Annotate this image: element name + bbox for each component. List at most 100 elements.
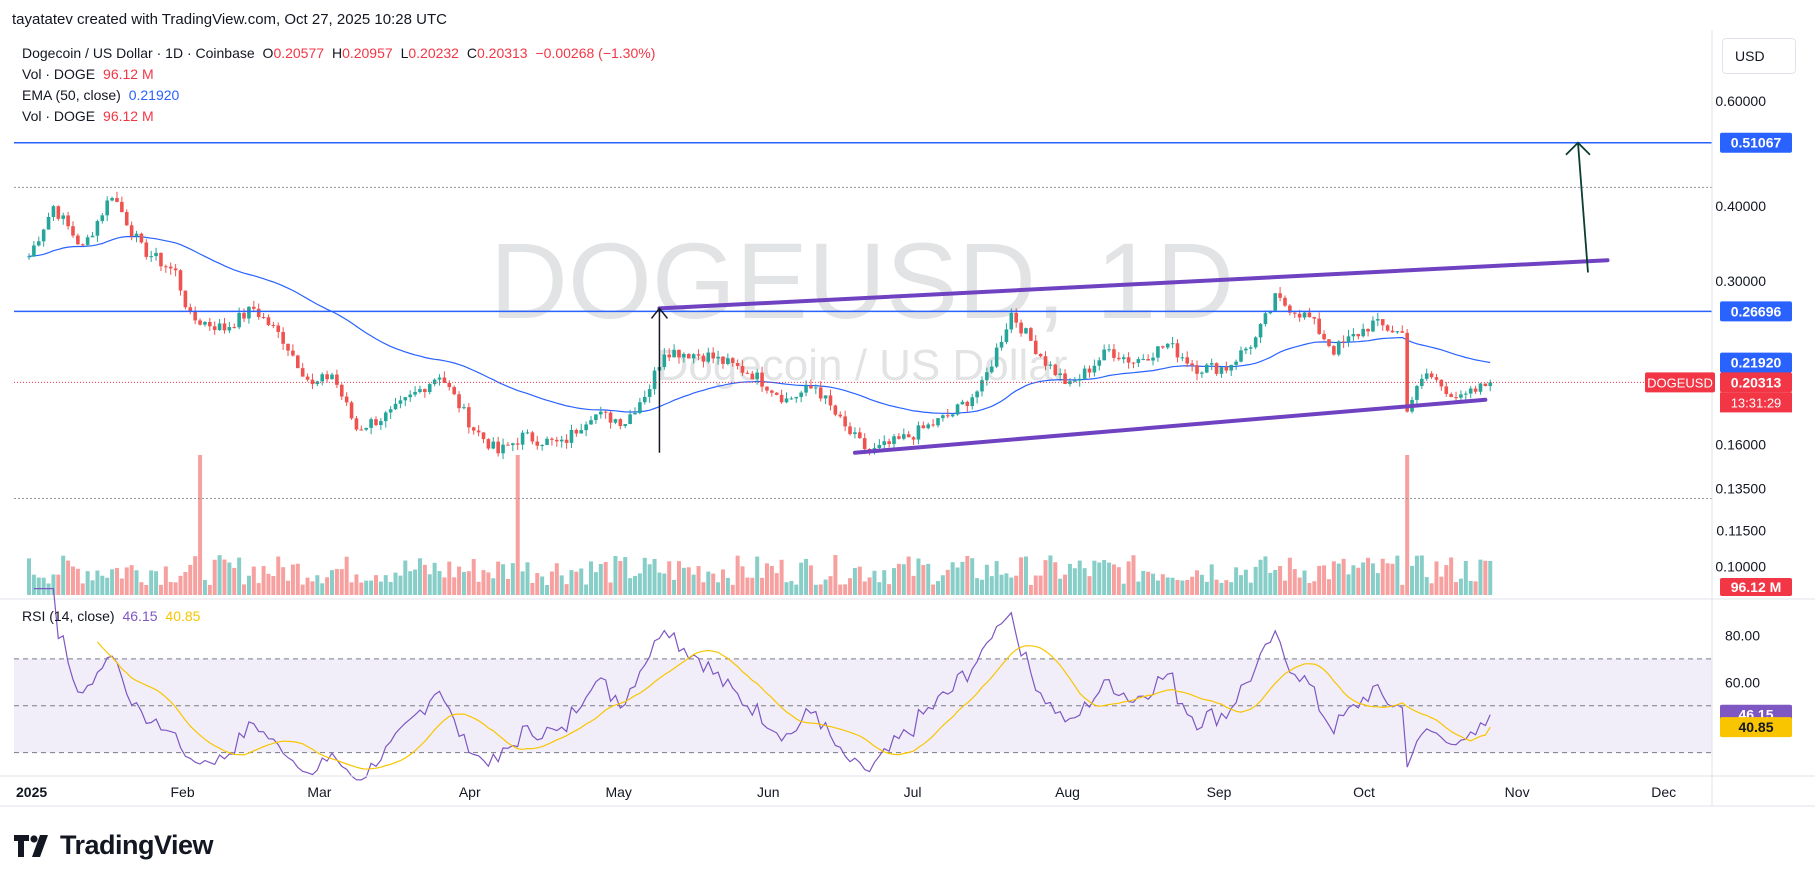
volume-bar bbox=[1048, 555, 1053, 595]
candle-body bbox=[1004, 329, 1009, 343]
volume-bar bbox=[452, 577, 457, 595]
volume-legend[interactable]: Vol · DOGE 96.12 M bbox=[22, 64, 158, 85]
volume-bar bbox=[735, 555, 740, 595]
volume-bar bbox=[647, 564, 652, 595]
volume-bar bbox=[916, 558, 921, 595]
candle-body bbox=[1161, 346, 1165, 348]
price-tag-mid-level-bg bbox=[1720, 301, 1792, 322]
volume-bar bbox=[158, 584, 163, 595]
legend-vol2-label: Vol · DOGE bbox=[22, 108, 96, 124]
volume-bar bbox=[1082, 568, 1087, 595]
candle-body bbox=[1175, 343, 1180, 358]
time-label: Feb bbox=[171, 784, 195, 800]
candle-body bbox=[90, 235, 95, 238]
candle-body bbox=[814, 387, 818, 389]
currency-button[interactable]: USD bbox=[1722, 38, 1796, 74]
volume-bar bbox=[1468, 580, 1473, 595]
volume-bar bbox=[144, 584, 149, 595]
volume-bar bbox=[530, 582, 535, 595]
volume-bar bbox=[105, 577, 110, 595]
candle-body bbox=[1322, 333, 1326, 340]
volume-bar bbox=[823, 579, 828, 595]
channel-upper-line bbox=[657, 258, 1610, 311]
volume-bar bbox=[476, 581, 481, 595]
volume-bar bbox=[706, 571, 711, 595]
candle-body bbox=[383, 412, 388, 422]
volume-bar bbox=[193, 556, 198, 595]
candle-body bbox=[642, 396, 647, 403]
symbol-tag: DOGEUSD bbox=[1647, 375, 1713, 390]
volume-bar bbox=[114, 567, 119, 595]
volume-bar bbox=[227, 562, 232, 595]
candle-body bbox=[1102, 349, 1106, 361]
candle-body bbox=[144, 242, 149, 257]
candle-body bbox=[1371, 320, 1375, 332]
volume-bar bbox=[808, 565, 813, 595]
volume-bar bbox=[1395, 555, 1400, 595]
candle-body bbox=[1288, 305, 1292, 313]
volume-bar bbox=[466, 571, 471, 595]
candle-body bbox=[423, 389, 427, 393]
candle-body bbox=[779, 394, 784, 403]
volume-legend-2[interactable]: Vol · DOGE 96.12 M bbox=[22, 106, 158, 127]
rsi-ma-tag: 40.85 bbox=[1738, 719, 1773, 735]
candle-body bbox=[1332, 346, 1336, 355]
volume-bar bbox=[691, 574, 696, 595]
volume-bar bbox=[173, 582, 178, 595]
volume-bar bbox=[833, 555, 838, 595]
volume-bar bbox=[56, 574, 61, 595]
candle-body bbox=[989, 366, 994, 373]
candle-body bbox=[295, 355, 300, 369]
candle-body bbox=[222, 323, 227, 331]
volume-bar bbox=[1175, 580, 1180, 595]
volume-bar bbox=[1067, 563, 1072, 595]
candle-body bbox=[1195, 365, 1199, 374]
volume-bar bbox=[1063, 574, 1068, 595]
candle-body bbox=[208, 321, 212, 327]
volume-bar bbox=[1346, 574, 1351, 595]
volume-bar bbox=[789, 580, 794, 595]
candle-body bbox=[740, 365, 745, 373]
volume-bar bbox=[1199, 574, 1204, 595]
volume-bar bbox=[447, 561, 452, 595]
volume-bar bbox=[403, 560, 408, 595]
ema-legend[interactable]: EMA (50, close) 0.21920 bbox=[22, 85, 183, 106]
volume-bar bbox=[525, 562, 530, 595]
candle-body bbox=[71, 226, 75, 236]
volume-bar bbox=[413, 569, 418, 595]
volume-bar bbox=[1146, 571, 1151, 595]
tradingview-logo[interactable]: TradingView bbox=[14, 830, 214, 861]
candle-body bbox=[1468, 388, 1473, 394]
price-tick-label: 0.10000 bbox=[1715, 559, 1766, 575]
volume-bar bbox=[1302, 570, 1307, 595]
candle-body bbox=[413, 391, 417, 395]
volume-bar bbox=[1155, 580, 1160, 595]
volume-bar bbox=[1170, 577, 1175, 595]
volume-bar bbox=[388, 581, 393, 595]
candle-body bbox=[1258, 324, 1263, 338]
time-label: Mar bbox=[307, 784, 331, 800]
rsi-legend[interactable]: RSI (14, close) 46.15 40.85 bbox=[22, 606, 204, 627]
volume-bar bbox=[1410, 565, 1415, 595]
candle-body bbox=[256, 308, 261, 317]
candle-body bbox=[354, 418, 359, 430]
volume-bar bbox=[36, 577, 41, 595]
candle-body bbox=[491, 441, 496, 449]
candle-body bbox=[1209, 363, 1214, 365]
candle-body bbox=[633, 413, 637, 415]
candle-body bbox=[706, 352, 711, 362]
candle-body bbox=[1405, 332, 1409, 412]
candle-body bbox=[1307, 312, 1312, 318]
candle-body bbox=[550, 438, 554, 440]
legend-low: 0.20232 bbox=[408, 45, 459, 61]
legend-symbol[interactable]: Dogecoin / US Dollar · 1D · Coinbase bbox=[22, 45, 255, 61]
candle-body bbox=[198, 320, 202, 325]
candle-body bbox=[569, 429, 574, 443]
volume-bar bbox=[613, 556, 618, 595]
candle-body bbox=[853, 432, 857, 435]
candle-body bbox=[686, 353, 691, 359]
candle-body bbox=[217, 323, 222, 331]
volume-bar bbox=[857, 566, 862, 595]
volume-bar bbox=[85, 571, 90, 595]
